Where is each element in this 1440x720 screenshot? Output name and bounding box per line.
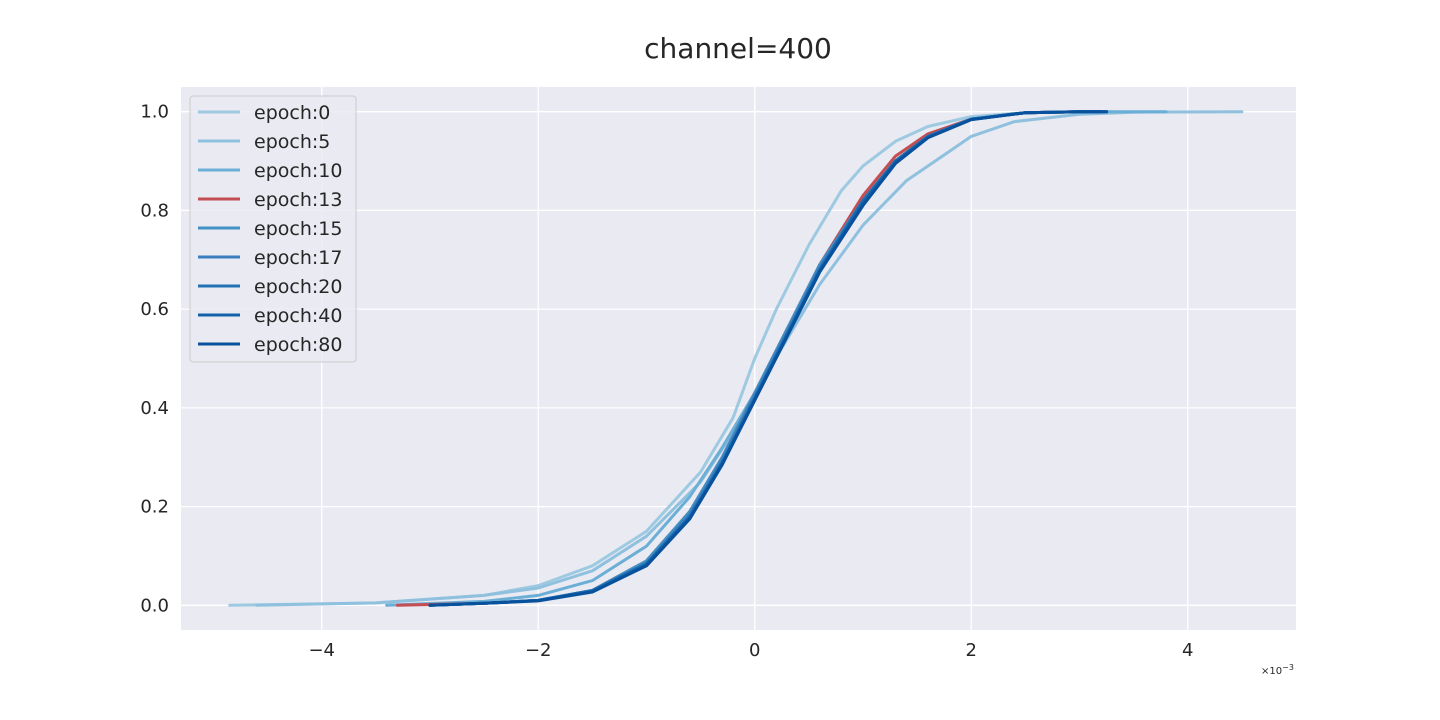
legend-label: epoch:13 bbox=[254, 189, 342, 211]
series-line-epoch-80 bbox=[428, 110, 1109, 607]
series-line-epoch-0 bbox=[228, 110, 1114, 607]
chart-title: channel=400 bbox=[644, 32, 832, 65]
y-tick-label: 0.6 bbox=[140, 299, 169, 320]
y-tick-label: 0.0 bbox=[140, 595, 169, 616]
x-tick-label: 4 bbox=[1182, 640, 1193, 661]
legend-label: epoch:15 bbox=[254, 218, 342, 240]
x-tick-label: 0 bbox=[749, 640, 760, 661]
y-tick-label: 0.4 bbox=[140, 398, 169, 419]
legend-label: epoch:17 bbox=[254, 247, 342, 269]
x-axis: −4 −2 0 2 4 bbox=[308, 640, 1193, 661]
legend-label: epoch:10 bbox=[254, 160, 342, 182]
legend-frame bbox=[189, 95, 357, 363]
y-tick-label: 1.0 bbox=[140, 102, 169, 123]
legend-label: epoch:0 bbox=[254, 102, 330, 124]
plot-area bbox=[181, 87, 1296, 630]
legend: epoch:0 epoch:5 epoch:10 epoch:13 epoch:15 ep… bbox=[189, 95, 357, 363]
legend-label: epoch:20 bbox=[254, 276, 342, 298]
series-layer bbox=[228, 110, 1244, 607]
y-tick-label: 0.8 bbox=[140, 200, 169, 221]
x-tick-label: −4 bbox=[308, 640, 335, 661]
y-tick-label: 0.2 bbox=[140, 497, 169, 518]
y-axis: 0.0 0.2 0.4 0.6 0.8 1.0 bbox=[140, 102, 169, 617]
legend-label: epoch:5 bbox=[254, 131, 330, 153]
legend-label: epoch:80 bbox=[254, 334, 342, 356]
x-tick-label: 2 bbox=[966, 640, 977, 661]
x-offset-label: ×10−3 bbox=[1261, 663, 1294, 677]
x-tick-label: −2 bbox=[525, 640, 552, 661]
legend-label: epoch:40 bbox=[254, 305, 342, 327]
